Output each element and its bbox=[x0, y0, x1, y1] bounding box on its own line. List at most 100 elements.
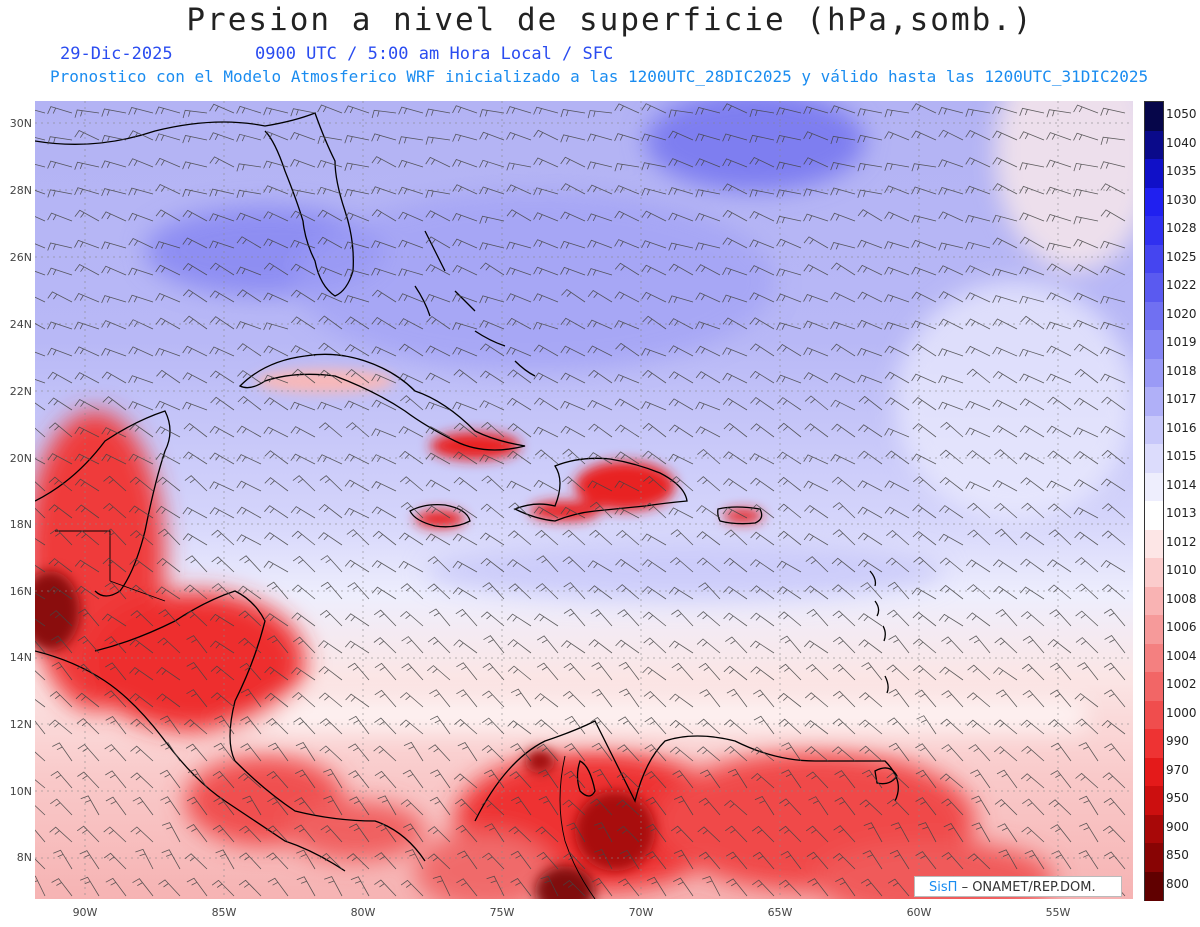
wind-barb bbox=[344, 344, 370, 357]
wind-barb bbox=[1020, 477, 1045, 492]
wind-barb bbox=[290, 453, 316, 465]
wind-barb bbox=[533, 293, 559, 303]
wind-barb bbox=[105, 877, 127, 897]
wind-barb bbox=[749, 370, 775, 384]
wind-barb bbox=[155, 317, 181, 330]
wind-barb bbox=[594, 849, 613, 870]
wind-barb bbox=[155, 400, 181, 411]
wind-barb bbox=[161, 822, 181, 843]
wind-barb bbox=[965, 215, 991, 224]
wind-barb bbox=[641, 210, 667, 222]
pressure-map bbox=[35, 101, 1133, 899]
wind-barb bbox=[1019, 236, 1045, 249]
wind-barb bbox=[1020, 315, 1045, 330]
wind-barb bbox=[374, 852, 397, 870]
wind-barb bbox=[74, 161, 100, 170]
wind-barb bbox=[1021, 745, 1045, 762]
wind-barb bbox=[966, 450, 991, 465]
wind-barb bbox=[35, 618, 46, 627]
wind-barb bbox=[616, 772, 640, 789]
wind-barb bbox=[587, 399, 613, 411]
wind-barb bbox=[938, 107, 964, 116]
wind-barb bbox=[587, 184, 613, 195]
wind-barb bbox=[457, 741, 478, 762]
wind-barb bbox=[562, 556, 586, 573]
wind-barb bbox=[263, 160, 289, 169]
wind-barb bbox=[889, 849, 910, 870]
wind-barb bbox=[373, 609, 397, 627]
wind-barb bbox=[777, 503, 802, 519]
wind-barb bbox=[808, 796, 829, 816]
wind-barb bbox=[830, 291, 856, 303]
wind-barb bbox=[1075, 557, 1099, 573]
wind-barb bbox=[130, 772, 154, 789]
wind-barb bbox=[993, 719, 1018, 735]
wind-barb bbox=[887, 717, 910, 735]
wind-barb bbox=[1075, 637, 1099, 654]
wind-barb bbox=[859, 745, 883, 762]
wind-barb bbox=[1019, 373, 1045, 384]
wind-barb bbox=[155, 209, 181, 222]
wind-barb bbox=[318, 640, 343, 654]
wind-barb bbox=[103, 475, 127, 492]
wind-barb bbox=[591, 742, 613, 762]
wind-barb bbox=[292, 636, 316, 654]
wind-barb bbox=[1075, 583, 1099, 600]
wind-barb bbox=[722, 267, 748, 276]
colorbar-level-label: 1022 bbox=[1166, 278, 1197, 293]
wind-barb bbox=[536, 555, 559, 573]
wind-barb bbox=[965, 265, 991, 276]
colorbar-swatch bbox=[1145, 244, 1163, 274]
lat-label-22n: 22N bbox=[9, 385, 32, 398]
wind-barb bbox=[158, 879, 181, 897]
colorbar-swatch bbox=[1145, 330, 1163, 359]
wind-barb bbox=[317, 135, 343, 145]
wind-barb bbox=[398, 186, 424, 195]
wind-barb bbox=[831, 476, 856, 492]
wind-barb bbox=[1073, 104, 1099, 114]
wind-barb bbox=[403, 741, 424, 762]
wind-barb bbox=[993, 667, 1018, 681]
wind-barb bbox=[1046, 242, 1072, 251]
wind-barb bbox=[344, 559, 370, 573]
wind-barb bbox=[884, 109, 910, 118]
lat-label-30n: 30N bbox=[9, 117, 32, 130]
wind-barb bbox=[560, 109, 586, 118]
wind-barb bbox=[695, 345, 721, 357]
lon-label-65w: 65W bbox=[767, 906, 793, 919]
wind-barb bbox=[723, 612, 748, 627]
wind-barb bbox=[104, 636, 127, 654]
wind-barb bbox=[1077, 662, 1099, 681]
wind-barb bbox=[776, 322, 802, 331]
wind-barb bbox=[155, 505, 181, 519]
colorbar-swatch bbox=[1145, 843, 1163, 872]
wind-barb bbox=[398, 106, 424, 115]
wind-barb bbox=[209, 156, 235, 168]
wind-barb bbox=[642, 369, 667, 384]
wind-barb bbox=[507, 665, 532, 681]
wind-barb bbox=[615, 424, 640, 438]
wind-barb bbox=[1020, 531, 1045, 546]
wind-barb bbox=[1100, 425, 1126, 438]
wind-barb bbox=[160, 796, 181, 816]
credit-box: SisΠ – ONAMET/REP.DOM. bbox=[914, 876, 1122, 897]
wind-barb bbox=[938, 291, 964, 303]
colorbar-level-label: 900 bbox=[1166, 819, 1189, 834]
wind-barb bbox=[74, 187, 100, 196]
wind-barb bbox=[616, 529, 640, 546]
colorbar-swatch bbox=[1145, 387, 1163, 416]
wind-barb bbox=[563, 608, 586, 627]
wind-barb bbox=[644, 770, 667, 789]
wind-barb bbox=[400, 799, 424, 816]
wind-barb bbox=[48, 422, 73, 438]
wind-barb bbox=[777, 397, 802, 411]
wind-barb bbox=[803, 236, 829, 249]
wind-barb bbox=[858, 639, 883, 654]
wind-barb bbox=[858, 719, 883, 735]
wind-barb bbox=[319, 609, 343, 627]
wind-barb bbox=[344, 189, 370, 198]
wind-barb bbox=[533, 372, 559, 384]
wind-barb bbox=[105, 715, 127, 735]
wind-barb bbox=[888, 742, 910, 762]
wind-barb bbox=[722, 237, 748, 249]
